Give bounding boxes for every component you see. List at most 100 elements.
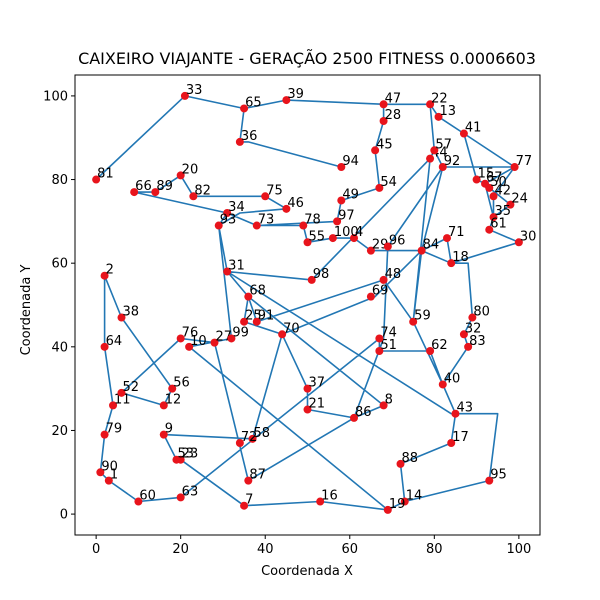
- city-point: [489, 192, 498, 201]
- y-tick-label: 0: [60, 508, 68, 523]
- city-point: [109, 401, 118, 410]
- city-point: [176, 171, 185, 180]
- city-label: 91: [258, 309, 275, 324]
- city-label: 71: [448, 225, 465, 240]
- city-point: [426, 154, 435, 163]
- city-label: 99: [232, 325, 249, 340]
- city-label: 15: [478, 167, 495, 182]
- city-point: [379, 401, 388, 410]
- city-label: 39: [287, 87, 304, 102]
- city-point: [252, 317, 261, 326]
- city-point: [189, 192, 198, 201]
- city-point: [176, 334, 185, 343]
- city-point: [447, 259, 456, 268]
- city-point: [337, 163, 346, 171]
- x-tick-label: 0: [92, 542, 100, 557]
- city-point: [172, 455, 181, 464]
- city-label: 89: [156, 179, 173, 194]
- city-label: 67: [486, 171, 503, 186]
- city-point: [240, 317, 249, 326]
- city-point: [459, 129, 468, 138]
- city-point: [261, 192, 270, 201]
- city-label: 90: [101, 459, 118, 474]
- city-point: [379, 100, 388, 109]
- city-point: [134, 497, 143, 506]
- city-point: [282, 96, 291, 105]
- city-label: 1: [110, 468, 118, 483]
- city-label: 84: [423, 238, 440, 253]
- city-point: [366, 246, 375, 255]
- city-label: 77: [516, 154, 533, 169]
- city-label: 63: [182, 484, 199, 499]
- city-label: 35: [495, 204, 512, 219]
- city-point: [328, 234, 337, 243]
- city-point: [371, 146, 380, 155]
- city-point: [396, 459, 405, 468]
- city-point: [96, 468, 105, 477]
- city-point: [316, 497, 325, 506]
- x-tick-label: 80: [426, 542, 443, 557]
- city-label: 73: [258, 213, 275, 228]
- city-label: 11: [114, 392, 131, 407]
- city-label: 32: [465, 321, 482, 336]
- city-point: [510, 163, 519, 171]
- city-label: 34: [228, 200, 245, 215]
- city-label: 17: [452, 430, 469, 445]
- city-point: [248, 434, 257, 443]
- city-label: 20: [182, 162, 199, 177]
- city-point: [472, 175, 481, 184]
- city-point: [117, 313, 126, 322]
- city-point: [303, 238, 312, 247]
- city-point: [383, 242, 392, 251]
- city-label: 22: [431, 91, 448, 106]
- city-point: [185, 342, 194, 351]
- city-label: 75: [266, 183, 283, 198]
- city-label: 95: [490, 468, 507, 483]
- city-point: [350, 234, 358, 243]
- city-label: 94: [342, 154, 359, 169]
- city-point: [100, 271, 109, 280]
- city-label: 72: [241, 430, 258, 445]
- city-label: 76: [182, 325, 199, 340]
- city-label: 66: [135, 179, 152, 194]
- city-point: [100, 430, 109, 439]
- city-point: [379, 275, 388, 284]
- city-label: 93: [220, 213, 237, 228]
- city-label: 30: [520, 229, 537, 244]
- city-point: [159, 430, 168, 439]
- city-label: 59: [414, 309, 431, 324]
- city-label: 92: [444, 154, 461, 169]
- city-point: [430, 146, 439, 155]
- city-label: 56: [173, 376, 190, 391]
- city-label: 36: [241, 129, 258, 144]
- city-point: [400, 497, 409, 506]
- city-point: [350, 413, 358, 422]
- city-label: 80: [473, 305, 490, 320]
- city-point: [489, 213, 498, 222]
- city-point: [383, 505, 392, 514]
- y-tick-label: 40: [51, 340, 68, 355]
- city-point: [468, 313, 477, 322]
- city-label: 53: [177, 447, 194, 462]
- city-point: [375, 347, 384, 355]
- city-label: 10: [190, 334, 207, 349]
- city-point: [235, 137, 244, 146]
- city-point: [426, 100, 435, 109]
- axes-frame: [74, 74, 541, 536]
- city-point: [417, 246, 426, 255]
- city-label: 50: [490, 175, 507, 190]
- city-point: [130, 188, 139, 197]
- city-label: 12: [165, 392, 182, 407]
- city-label: 86: [355, 405, 372, 420]
- city-point: [443, 234, 451, 243]
- city-label: 52: [123, 380, 140, 395]
- city-point: [223, 267, 232, 276]
- y-tick-label: 60: [51, 257, 68, 272]
- city-point: [409, 317, 418, 326]
- city-label: 97: [338, 208, 355, 223]
- city-point: [240, 104, 249, 113]
- city-point: [438, 380, 447, 389]
- city-point: [244, 292, 253, 301]
- city-label: 70: [283, 321, 300, 336]
